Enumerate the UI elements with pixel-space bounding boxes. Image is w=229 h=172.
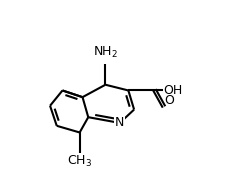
- Text: OH: OH: [163, 84, 182, 97]
- Text: NH$_2$: NH$_2$: [93, 45, 117, 60]
- Text: O: O: [164, 94, 174, 107]
- Text: N: N: [114, 116, 124, 130]
- Text: CH$_3$: CH$_3$: [67, 153, 92, 169]
